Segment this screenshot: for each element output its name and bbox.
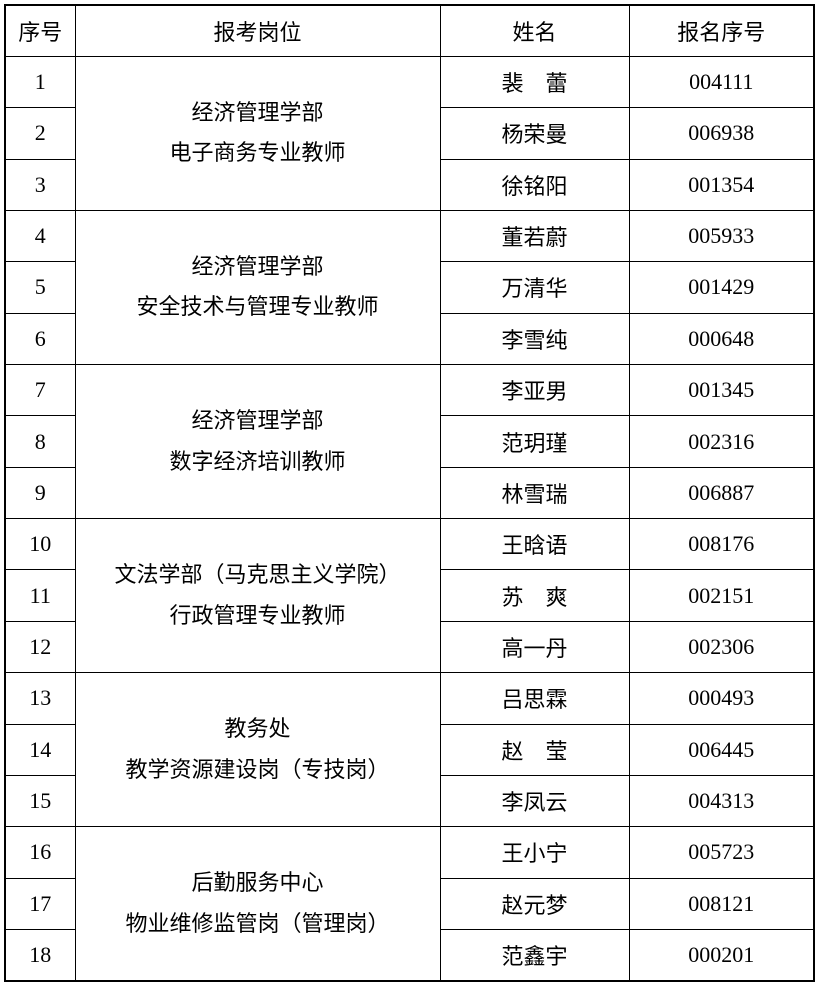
cell-name: 范玥瑾 [439,415,630,468]
cell-name: 王晗语 [439,518,630,571]
cell-index: 12 [4,620,76,674]
table-row: 1 经济管理学部 电子商务专业教师 裴 蕾 004111 [4,55,815,211]
cell-index: 13 [4,672,76,725]
registration-table: 序号 报考岗位 姓名 报名序号 1 经济管理学部 电子商务专业教师 裴 蕾 00… [4,4,815,982]
cell-name: 赵元梦 [439,877,630,930]
cell-reg-no: 004313 [628,774,815,828]
cell-reg-no: 002316 [628,415,815,468]
cell-name: 董若蔚 [439,209,630,263]
header-row: 序号 报考岗位 姓名 报名序号 [4,4,815,57]
position-department: 后勤服务中心 [191,870,324,896]
header-name: 姓名 [439,4,630,57]
position-department: 经济管理学部 [191,100,324,125]
cell-index: 10 [4,518,76,571]
cell-reg-no: 000201 [628,928,815,982]
header-reg-no: 报名序号 [628,4,815,57]
position-department: 教务处 [224,716,291,742]
cell-index: 3 [4,158,76,211]
cell-reg-no: 000648 [628,312,815,366]
table-row: 3 徐铭阳 001354 [4,158,815,211]
table-row: 11 苏 爽 002151 [4,569,815,622]
cell-index: 6 [4,312,76,366]
table-row: 10 文法学部（马克思主义学院） 行政管理专业教师 王晗语 008176 [4,518,815,674]
cell-name: 范鑫宇 [439,928,630,982]
cell-name: 杨荣曼 [439,107,630,160]
cell-name: 王小宁 [439,826,630,879]
cell-name: 吕思霖 [439,672,630,725]
cell-name: 李凤云 [439,774,630,828]
cell-reg-no: 001345 [628,364,815,417]
cell-reg-no: 008176 [628,518,815,571]
cell-position-group: 经济管理学部 安全技术与管理专业教师 [74,209,441,366]
cell-reg-no: 001429 [628,261,815,314]
table-row: 5 万清华 001429 [4,261,815,314]
cell-index: 8 [4,415,76,468]
position-title: 安全技术与管理专业教师 [136,294,379,320]
cell-index: 1 [4,55,76,109]
cell-position-group: 经济管理学部 数字经济培训教师 [74,364,441,520]
cell-reg-no: 005933 [628,209,815,263]
table-row: 18 范鑫宇 000201 [4,928,815,982]
cell-index: 11 [4,569,76,622]
table-row: 16 后勤服务中心 物业维修监管岗（管理岗） 王小宁 005723 [4,826,815,982]
cell-reg-no: 008121 [628,877,815,930]
cell-reg-no: 006445 [628,723,815,776]
table-row: 14 赵 莹 006445 [4,723,815,776]
cell-index: 16 [4,826,76,879]
position-title: 教学资源建设岗（专技岗） [125,756,390,782]
cell-index: 7 [4,364,76,417]
position-department: 文法学部（马克思主义学院） [114,562,401,588]
cell-position-group: 经济管理学部 电子商务专业教师 [74,55,441,211]
cell-name: 徐铭阳 [439,158,630,211]
cell-position-group: 后勤服务中心 物业维修监管岗（管理岗） [74,826,441,982]
table-row: 13 教务处 教学资源建设岗（专技岗） 吕思霖 000493 [4,672,815,828]
cell-reg-no: 006887 [628,466,815,520]
table-row: 8 范玥瑾 002316 [4,415,815,468]
cell-name: 裴 蕾 [439,55,630,109]
cell-index: 2 [4,107,76,160]
cell-index: 14 [4,723,76,776]
cell-position-group: 教务处 教学资源建设岗（专技岗） [74,672,441,828]
table-row: 15 李凤云 004313 [4,774,815,828]
header-index: 序号 [4,4,76,57]
cell-reg-no: 005723 [628,826,815,879]
table-row: 17 赵元梦 008121 [4,877,815,930]
cell-name: 高一丹 [439,620,630,674]
header-position: 报考岗位 [74,4,441,57]
cell-name: 李亚男 [439,364,630,417]
table-row: 9 林雪瑞 006887 [4,466,815,520]
position-title: 物业维修监管岗（管理岗） [125,910,390,936]
position-department: 经济管理学部 [191,254,324,280]
position-title: 电子商务专业教师 [169,140,346,166]
position-title: 数字经济培训教师 [169,448,346,474]
table-row: 4 经济管理学部 安全技术与管理专业教师 董若蔚 005933 [4,209,815,366]
cell-reg-no: 001354 [628,158,815,211]
cell-name: 林雪瑞 [439,466,630,520]
cell-position-group: 文法学部（马克思主义学院） 行政管理专业教师 [74,518,441,674]
position-department: 经济管理学部 [191,408,324,434]
cell-index: 15 [4,774,76,828]
cell-reg-no: 004111 [628,55,815,109]
cell-reg-no: 006938 [628,107,815,160]
cell-name: 赵 莹 [439,723,630,776]
table-row: 7 经济管理学部 数字经济培训教师 李亚男 001345 [4,364,815,520]
cell-reg-no: 002306 [628,620,815,674]
position-title: 行政管理专业教师 [169,602,346,628]
cell-index: 4 [4,209,76,263]
cell-reg-no: 000493 [628,672,815,725]
cell-index: 9 [4,466,76,520]
cell-index: 5 [4,261,76,314]
table-row: 6 李雪纯 000648 [4,312,815,366]
cell-reg-no: 002151 [628,569,815,622]
cell-index: 17 [4,877,76,930]
table-row: 2 杨荣曼 006938 [4,107,815,160]
cell-name: 万清华 [439,261,630,314]
cell-name: 苏 爽 [439,569,630,622]
cell-name: 李雪纯 [439,312,630,366]
cell-index: 18 [4,928,76,982]
